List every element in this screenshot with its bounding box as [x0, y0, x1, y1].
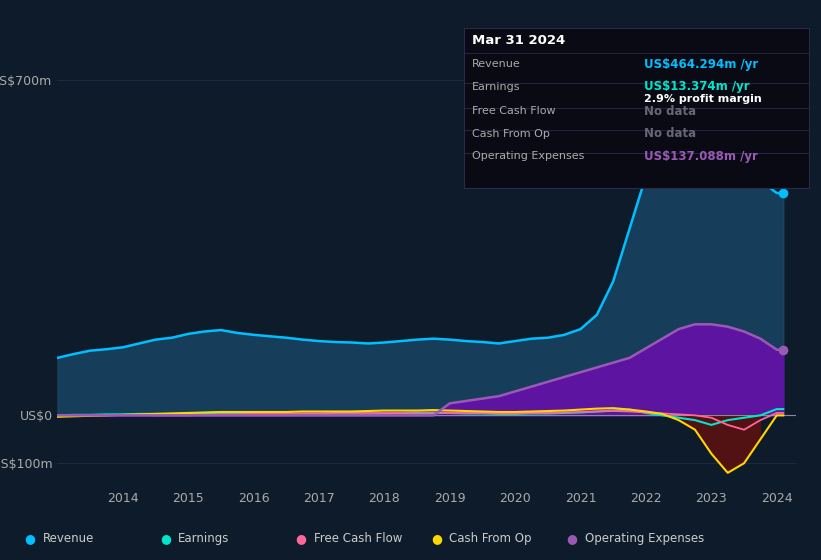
Text: ●: ● — [25, 532, 35, 545]
Text: Free Cash Flow: Free Cash Flow — [472, 106, 556, 116]
Text: Earnings: Earnings — [178, 532, 230, 545]
Text: ●: ● — [431, 532, 442, 545]
Text: US$464.294m /yr: US$464.294m /yr — [644, 58, 759, 71]
Text: Operating Expenses: Operating Expenses — [472, 151, 585, 161]
Text: 2.9% profit margin: 2.9% profit margin — [644, 94, 762, 104]
Text: Cash From Op: Cash From Op — [472, 129, 550, 139]
Text: Cash From Op: Cash From Op — [449, 532, 531, 545]
Text: US$137.088m /yr: US$137.088m /yr — [644, 150, 759, 163]
Text: ●: ● — [296, 532, 306, 545]
Text: ●: ● — [160, 532, 171, 545]
Text: ●: ● — [566, 532, 577, 545]
Text: US$13.374m /yr: US$13.374m /yr — [644, 80, 750, 94]
Text: Revenue: Revenue — [472, 59, 521, 69]
Text: Revenue: Revenue — [43, 532, 94, 545]
Text: No data: No data — [644, 127, 696, 141]
Text: Operating Expenses: Operating Expenses — [585, 532, 704, 545]
Text: No data: No data — [644, 105, 696, 118]
Text: Earnings: Earnings — [472, 82, 521, 92]
Text: Mar 31 2024: Mar 31 2024 — [472, 34, 566, 47]
Text: Free Cash Flow: Free Cash Flow — [314, 532, 402, 545]
